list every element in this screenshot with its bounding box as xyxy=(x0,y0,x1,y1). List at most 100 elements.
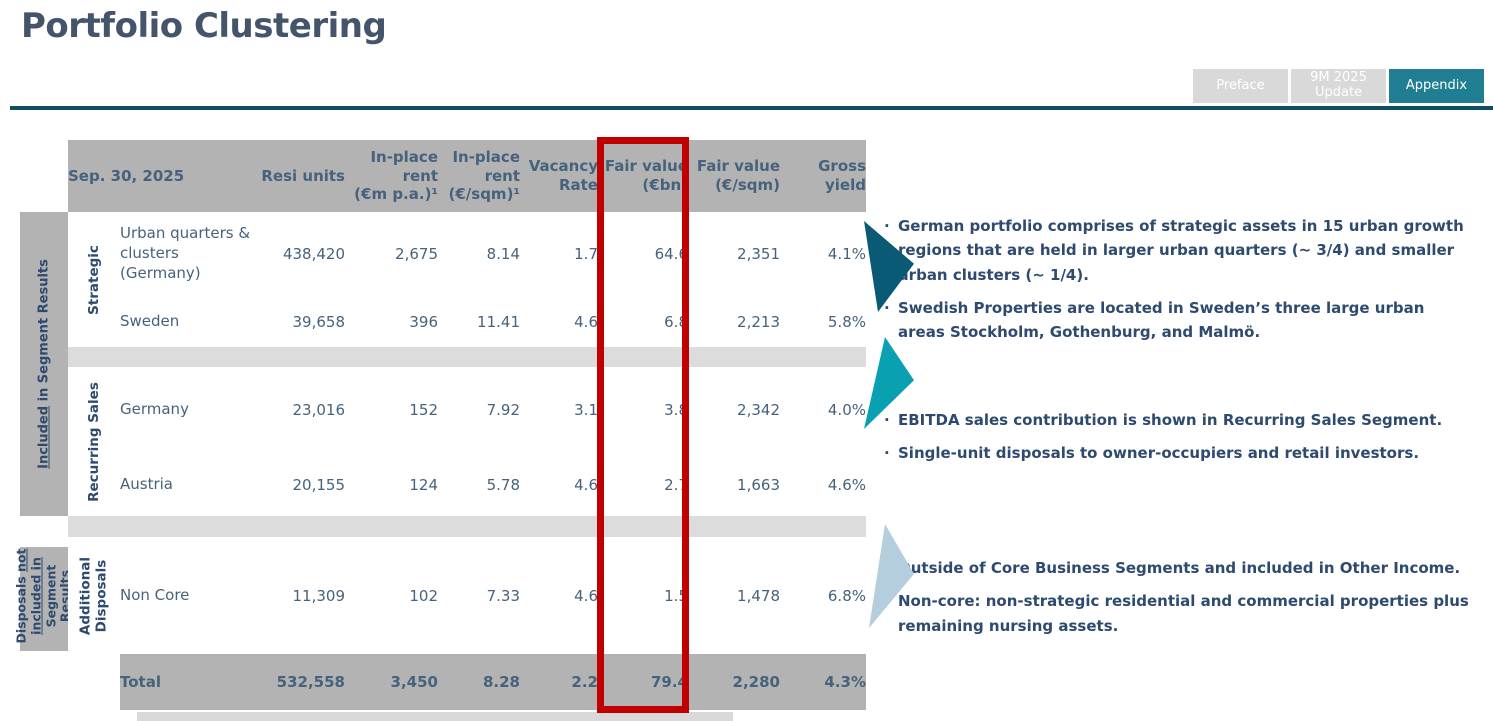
header-line: Resi units xyxy=(261,166,345,185)
bullet-dot-icon: · xyxy=(884,298,890,317)
fair-value-column-highlight-box xyxy=(597,137,689,713)
total-label: Total xyxy=(120,654,255,710)
row-label-germany: Germany xyxy=(120,400,189,419)
annotation-bullet: · Single-unit disposals to owner-occupie… xyxy=(884,441,1476,465)
page-title: Portfolio Clustering xyxy=(21,6,387,46)
header-line: (€bn) xyxy=(642,176,688,194)
annotation-strategic: · German portfolio comprises of strategi… xyxy=(884,214,1476,353)
annotation-text: Outside of Core Business Segments and in… xyxy=(898,559,1461,577)
cell-gross-yield: 4.1% xyxy=(827,245,866,263)
cell-resi-units: 23,016 xyxy=(292,401,346,419)
cell-inplace-rent-eurm: 396 xyxy=(409,312,438,331)
annotation-text: Single-unit disposals to owner-occupiers… xyxy=(898,444,1420,463)
header-date: Sep. 30, 2025 xyxy=(68,140,255,212)
cell-fair-value-sqm: 2,213 xyxy=(737,312,780,331)
tab-preface[interactable]: Preface xyxy=(1193,69,1288,103)
tab-appendix[interactable]: Appendix xyxy=(1389,69,1484,103)
cell-fair-value-sqm: 2,351 xyxy=(737,245,780,263)
header-inplace-rent-sqm: In-place rent (€/sqm)¹ xyxy=(438,140,520,212)
total-inplace-rent-eurm: 3,450 xyxy=(345,654,438,710)
band-included-rest: in Segment Results xyxy=(36,259,52,406)
blank-cell xyxy=(68,654,120,710)
table-row: Recurring Sales Germany 23,016 152 7.92 … xyxy=(20,367,866,516)
header-resi-units: Resi units xyxy=(255,140,345,212)
group-separator-row xyxy=(20,347,866,367)
annotation-bullet: · Non-core: non-strategic residential an… xyxy=(884,589,1476,638)
cell-inplace-rent-eurm: 152 xyxy=(409,401,438,419)
header-fair-value-sqm: Fair value (€/sqm) xyxy=(688,140,780,212)
table-row: Disposals not included in Segment Result… xyxy=(14,537,866,654)
header-line: Vacancy xyxy=(528,157,598,176)
cell-vacancy-rate: 1.7 xyxy=(574,245,598,263)
annotation-bullet: · German portfolio comprises of strategi… xyxy=(884,214,1476,287)
header-line: rent xyxy=(402,166,438,185)
header-line: rent xyxy=(484,166,520,185)
cell-inplace-rent-eurm: 124 xyxy=(409,475,438,494)
cell-vacancy-rate: 4.6 xyxy=(574,312,598,331)
annotation-bullet: · Swedish Properties are located in Swed… xyxy=(884,296,1476,345)
group-separator xyxy=(68,347,866,367)
group-recurring-sales-label: Recurring Sales xyxy=(86,381,102,502)
cutoff-next-row-strip xyxy=(137,712,733,721)
header-vacancy-rate: Vacancy Rate xyxy=(520,140,598,212)
total-vacancy-rate: 2.2 xyxy=(520,654,598,710)
annotation-bullet: · EBITDA sales contribution is shown in … xyxy=(884,408,1476,432)
total-resi-units: 532,558 xyxy=(255,654,345,710)
tab-bar: Preface 9M 2025 Update Appendix xyxy=(1193,69,1484,103)
portfolio-clustering-table: Sep. 30, 2025 Resi units In-place rent (… xyxy=(14,140,866,710)
tab-9m-2025-update[interactable]: 9M 2025 Update xyxy=(1291,69,1386,103)
band-line: Segment xyxy=(43,564,58,627)
group-separator-row xyxy=(20,516,866,537)
cell-inplace-rent-sqm: 5.78 xyxy=(486,475,520,494)
annotation-additional-disposals: · Outside of Core Business Segments and … xyxy=(884,556,1476,647)
cell-resi-units: 438,420 xyxy=(282,245,345,263)
annotation-text: Swedish Properties are located in Sweden… xyxy=(898,298,1425,342)
cell-resi-units: 39,658 xyxy=(292,312,346,331)
cell-gross-yield: 4.6% xyxy=(827,475,866,494)
annotation-text: Non-core: non-strategic residential and … xyxy=(898,592,1469,635)
header-line: In-place xyxy=(370,147,438,166)
total-fair-value-bn: 79.4 xyxy=(598,654,688,710)
group-recurring-sales: Recurring Sales xyxy=(68,367,120,516)
header-line: Rate xyxy=(558,176,598,194)
band-included-in-segment-results: Included in Segment Results xyxy=(20,212,68,516)
group-separator xyxy=(68,516,866,537)
annotation-recurring-sales: · EBITDA sales contribution is shown in … xyxy=(884,408,1476,475)
group-additional-disposals: Additional Disposals xyxy=(68,537,120,654)
band-line: Disposals not xyxy=(13,547,29,644)
cell-inplace-rent-eurm: 102 xyxy=(409,586,438,605)
bullet-dot-icon: · xyxy=(884,217,890,235)
band-included-label: Included in Segment Results xyxy=(37,259,52,469)
cell-gross-yield: 4.0% xyxy=(827,401,866,419)
cell-fair-value-sqm: 1,663 xyxy=(737,475,780,494)
cell-vacancy-rate: 4.6 xyxy=(574,475,598,494)
header-gross-yield: Gross yield xyxy=(780,140,866,212)
band-included-underlined: Included xyxy=(36,405,52,469)
bullet-dot-icon: · xyxy=(884,411,890,429)
table-row: Sweden 39,658 396 11.41 4.6 6.8 2,213 5.… xyxy=(20,296,866,347)
row-label-sweden: Sweden xyxy=(120,311,180,330)
cell-fair-value-bn: 64.6 xyxy=(654,245,688,263)
header-line: In-place xyxy=(452,147,520,166)
header-line: (€/sqm)¹ xyxy=(448,185,521,204)
cell-resi-units: 20,155 xyxy=(292,475,346,494)
total-inplace-rent-sqm: 8.28 xyxy=(438,654,520,710)
cell-inplace-rent-eurm: 2,675 xyxy=(395,245,438,263)
table-row: Included in Segment Results Strategic Ur… xyxy=(20,212,866,516)
group-additional-disposals-label: Additional Disposals xyxy=(77,556,109,635)
cell-inplace-rent-sqm: 7.33 xyxy=(486,586,520,605)
total-row: Total 532,558 3,450 8.28 2.2 79.4 2,280 … xyxy=(20,654,866,710)
row-label-non-core: Non Core xyxy=(120,585,190,604)
cell-gross-yield: 5.8% xyxy=(827,312,866,331)
header-line: (€m p.a.)¹ xyxy=(354,185,438,204)
row-label-austria: Austria xyxy=(120,474,173,493)
cell-vacancy-rate: 3.1 xyxy=(574,401,598,419)
annotation-text: German portfolio comprises of strategic … xyxy=(898,217,1464,284)
band-line: included in xyxy=(28,556,44,635)
total-fair-value-sqm: 2,280 xyxy=(688,654,780,710)
cell-vacancy-rate: 4.6 xyxy=(574,586,598,605)
header-inplace-rent-eurm: In-place rent (€m p.a.)¹ xyxy=(345,140,438,212)
blank-cell xyxy=(20,654,68,710)
header-line: Gross xyxy=(818,157,866,176)
header-fair-value-bn: Fair value (€bn) xyxy=(598,140,688,212)
